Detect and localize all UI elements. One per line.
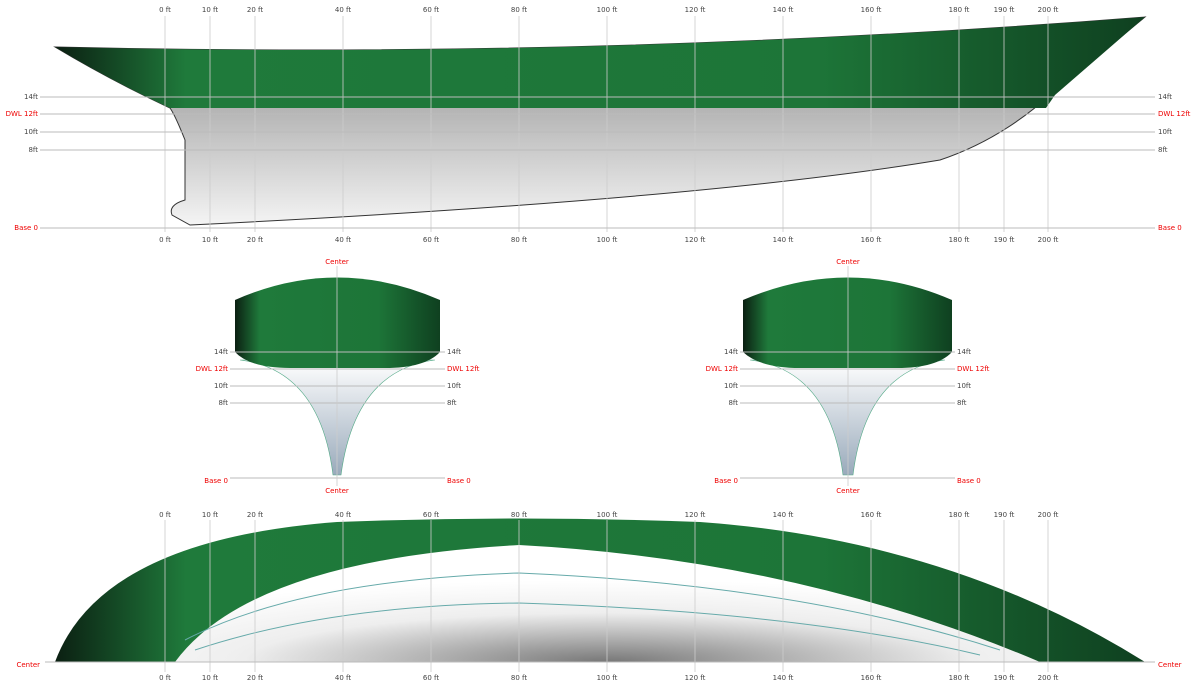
station-label: 40 ft: [335, 236, 351, 244]
center-label: Center: [836, 258, 860, 266]
station-label: 140 ft: [773, 236, 794, 244]
waterline-label: 8ft: [728, 399, 738, 407]
center-label: Center: [325, 258, 349, 266]
waterline-label: 8ft: [28, 146, 38, 154]
station-label: 80 ft: [511, 236, 527, 244]
topsides: [55, 17, 1145, 108]
waterline-label: 8ft: [447, 399, 457, 407]
base-label: Base 0: [957, 477, 981, 485]
station-label: 120 ft: [685, 6, 706, 14]
waterline-label: DWL 12ft: [1158, 110, 1191, 118]
station-label: 10 ft: [202, 236, 218, 244]
station-label: 120 ft: [685, 511, 706, 519]
waterline-label: 14ft: [724, 348, 738, 356]
station-label: 160 ft: [861, 511, 882, 519]
base-label: Base 0: [714, 477, 738, 485]
waterline-label: DWL 12ft: [447, 365, 480, 373]
station-label: 190 ft: [994, 6, 1015, 14]
section-views: [235, 278, 952, 476]
station-label: 120 ft: [685, 236, 706, 244]
section-lower: [750, 360, 945, 475]
station-label: 40 ft: [335, 511, 351, 519]
station-label: 180 ft: [949, 511, 970, 519]
station-label: 20 ft: [247, 6, 263, 14]
station-label: 60 ft: [423, 674, 439, 682]
station-label: 40 ft: [335, 6, 351, 14]
station-label: 160 ft: [861, 236, 882, 244]
station-label: 100 ft: [597, 236, 618, 244]
base-label: Base 0: [204, 477, 228, 485]
section-lower: [240, 360, 435, 475]
waterline-label: 8ft: [1158, 146, 1168, 154]
waterline-label: 14ft: [447, 348, 461, 356]
station-label: 80 ft: [511, 511, 527, 519]
waterline-label: 10ft: [724, 382, 738, 390]
station-label: 200 ft: [1038, 6, 1059, 14]
station-label: 140 ft: [773, 674, 794, 682]
station-label: 180 ft: [949, 236, 970, 244]
station-label: 100 ft: [597, 511, 618, 519]
hull-lines-drawing: 0 ft 0 ft 0 ft 0 ft 10 ft 10 ft 10 ft 10 ft 20 f…: [0, 0, 1197, 691]
station-label: 140 ft: [773, 511, 794, 519]
station-label: 190 ft: [994, 511, 1015, 519]
station-label: 100 ft: [597, 6, 618, 14]
waterline-label: DWL 12ft: [196, 365, 229, 373]
waterline-label: DWL 12ft: [706, 365, 739, 373]
waterline-label: DWL 12ft: [6, 110, 39, 118]
station-label: 200 ft: [1038, 236, 1059, 244]
waterline-label: 14ft: [24, 93, 38, 101]
plan-view: [55, 519, 1145, 663]
center-label: Center: [836, 487, 860, 495]
station-label: 160 ft: [861, 674, 882, 682]
base-label: Base 0: [14, 224, 38, 232]
station-label: 180 ft: [949, 6, 970, 14]
station-label: 200 ft: [1038, 674, 1059, 682]
station-label: 0 ft: [159, 511, 171, 519]
profile-view: [55, 17, 1145, 225]
station-label: 20 ft: [247, 236, 263, 244]
station-label: 140 ft: [773, 6, 794, 14]
waterline-label: 14ft: [214, 348, 228, 356]
station-label: 10 ft: [202, 674, 218, 682]
base-label: Base 0: [447, 477, 471, 485]
waterline-label: 10ft: [1158, 128, 1172, 136]
station-label: 160 ft: [861, 6, 882, 14]
station-label: 80 ft: [511, 674, 527, 682]
station-label: 80 ft: [511, 6, 527, 14]
waterline-label: 8ft: [218, 399, 228, 407]
waterline-label: 10ft: [447, 382, 461, 390]
station-label: 60 ft: [423, 511, 439, 519]
section-upper: [235, 278, 440, 369]
waterline-label: 8ft: [957, 399, 967, 407]
station-label: 60 ft: [423, 236, 439, 244]
section-upper: [743, 278, 952, 369]
station-label: 10 ft: [202, 6, 218, 14]
center-label: Center: [16, 661, 40, 669]
station-label: 0 ft: [159, 236, 171, 244]
station-label: 20 ft: [247, 674, 263, 682]
waterline-label: 14ft: [1158, 93, 1172, 101]
station-label: 190 ft: [994, 236, 1015, 244]
station-label: 0 ft: [159, 674, 171, 682]
waterline-label: DWL 12ft: [957, 365, 990, 373]
station-label: 40 ft: [335, 674, 351, 682]
waterline-label: 10ft: [24, 128, 38, 136]
station-label: 10 ft: [202, 511, 218, 519]
waterline-label: 10ft: [957, 382, 971, 390]
station-label: 200 ft: [1038, 511, 1059, 519]
station-label: 20 ft: [247, 511, 263, 519]
station-label: 60 ft: [423, 6, 439, 14]
base-label: Base 0: [1158, 224, 1182, 232]
station-label: 190 ft: [994, 674, 1015, 682]
waterline-label: 14ft: [957, 348, 971, 356]
center-label: Center: [1158, 661, 1182, 669]
station-label: 0 ft: [159, 6, 171, 14]
station-label: 180 ft: [949, 674, 970, 682]
station-label: 100 ft: [597, 674, 618, 682]
station-label: 120 ft: [685, 674, 706, 682]
waterline-label: 10ft: [214, 382, 228, 390]
center-label: Center: [325, 487, 349, 495]
